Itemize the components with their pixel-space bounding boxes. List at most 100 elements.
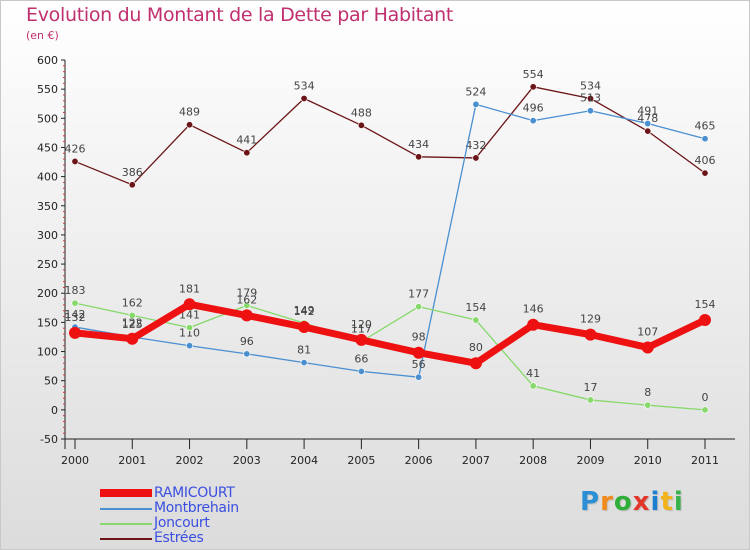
data-point [641, 341, 654, 354]
data-point [699, 314, 711, 327]
data-label: 534 [580, 79, 601, 92]
data-point [415, 373, 423, 381]
data-point [412, 346, 425, 359]
data-label: 434 [408, 138, 429, 151]
logo-letter: o [613, 487, 633, 517]
data-label: 142 [294, 305, 315, 318]
x-tick-label: 2002 [176, 454, 204, 467]
data-point [128, 181, 136, 189]
data-label: 129 [580, 313, 601, 326]
data-point [355, 333, 368, 346]
logo-letter: r [600, 487, 614, 517]
data-point [300, 94, 308, 102]
x-tick-label: 2005 [347, 454, 375, 467]
data-label: 554 [523, 68, 544, 81]
data-point [415, 303, 423, 311]
y-tick-label: 500 [37, 112, 58, 125]
y-tick-label: 400 [37, 171, 58, 184]
data-point [529, 83, 537, 91]
data-point [644, 120, 652, 128]
data-label: 96 [240, 335, 254, 348]
data-point [586, 396, 594, 404]
data-point [472, 100, 480, 108]
data-point [415, 153, 423, 161]
data-point [69, 326, 81, 339]
legend-label: RAMICOURT [154, 485, 235, 501]
y-tick-label: 350 [37, 200, 58, 213]
y-tick-label: 200 [37, 287, 58, 300]
data-label: 149 [294, 304, 315, 317]
data-label: 432 [465, 139, 486, 152]
legend-label: Montbrehain [154, 500, 239, 516]
y-tick-label: 300 [37, 229, 58, 242]
data-label: 489 [179, 106, 200, 119]
y-tick-label: 450 [37, 141, 58, 154]
data-label: 177 [408, 288, 429, 301]
series-line-joncourt [74, 302, 706, 411]
data-label: 80 [469, 341, 483, 354]
legend-swatch [100, 538, 152, 540]
data-label: 120 [351, 318, 372, 331]
data-label: 406 [695, 154, 716, 167]
data-label: 56 [412, 358, 426, 371]
data-point [71, 157, 79, 165]
logo-letter: i [650, 487, 661, 517]
data-label: 154 [465, 301, 486, 314]
data-point [186, 342, 194, 350]
series-line-montbrehain [74, 103, 706, 378]
legend-swatch [100, 508, 152, 510]
data-label: 41 [526, 367, 540, 380]
data-label: 125 [122, 318, 143, 331]
data-label: 183 [65, 284, 86, 297]
data-point [243, 301, 251, 309]
data-point [357, 367, 365, 375]
x-tick-label: 2008 [519, 454, 547, 467]
data-point [701, 135, 709, 143]
data-label: 513 [580, 92, 601, 105]
x-tick-label: 2001 [118, 454, 146, 467]
data-label: 441 [236, 134, 257, 147]
data-point [584, 328, 597, 341]
data-label: 465 [695, 120, 716, 133]
data-point [71, 299, 79, 307]
y-tick-label: 150 [37, 316, 58, 329]
data-label: 496 [523, 102, 544, 115]
data-label: 426 [65, 142, 86, 155]
legend-label: Estrées [154, 530, 204, 546]
data-label: 146 [523, 303, 544, 316]
data-point [529, 382, 537, 390]
data-point [126, 332, 139, 345]
data-label: 488 [351, 106, 372, 119]
data-label: 524 [465, 85, 486, 98]
logo-letter: t [660, 487, 674, 517]
x-tick-label: 2007 [462, 454, 490, 467]
data-label: 162 [122, 296, 143, 309]
data-point [586, 94, 594, 102]
data-point [527, 318, 540, 331]
data-label: 122 [122, 317, 143, 330]
x-tick-label: 2009 [576, 454, 604, 467]
data-label: 0 [702, 391, 709, 404]
data-label: 107 [637, 325, 658, 338]
x-tick-label: 2006 [405, 454, 433, 467]
x-tick-label: 2011 [691, 454, 719, 467]
y-tick-label: -50 [40, 433, 58, 446]
data-label: 132 [65, 311, 86, 324]
legend-swatch [100, 489, 152, 497]
logo-letter: x [632, 487, 651, 517]
data-point [469, 357, 482, 370]
data-point [529, 117, 537, 125]
y-tick-label: 50 [44, 375, 58, 388]
data-point [701, 406, 709, 414]
data-point [243, 350, 251, 358]
data-label: 386 [122, 166, 143, 179]
logo-letter: P [580, 487, 601, 517]
data-point [243, 149, 251, 157]
y-tick-label: 100 [37, 346, 58, 359]
data-label: 66 [354, 352, 368, 365]
series-line-ramicourt [71, 300, 709, 367]
y-tick-label: 600 [37, 54, 58, 67]
data-label: 534 [294, 79, 315, 92]
logo-letter: i [673, 487, 684, 517]
